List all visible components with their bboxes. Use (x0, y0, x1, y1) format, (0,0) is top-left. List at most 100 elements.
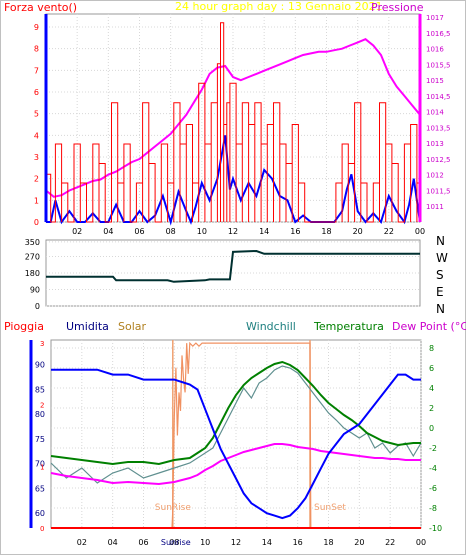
temp-x-tick-label: 20 (354, 538, 364, 547)
windchill-line (50, 365, 422, 484)
wind-tick-label: 8 (34, 45, 39, 54)
temp-x-tick-label: 06 (138, 538, 148, 547)
humidity-tick-label: 85 (35, 385, 45, 394)
wind-x-tick-label: 14 (259, 227, 269, 236)
dewpoint-line (50, 443, 421, 486)
temp-x-tick-label: 02 (77, 538, 87, 547)
wind-tick-label: 7 (34, 66, 39, 75)
humidity-tick-label: 75 (35, 435, 45, 444)
wind-tick-label: 0 (34, 218, 39, 227)
rain-tick-label: 0 (40, 525, 44, 533)
temp-x-tick-label: 22 (385, 538, 395, 547)
humidity-tick-label: 90 (35, 361, 45, 370)
temperature-line (50, 360, 421, 466)
compass-label: S (436, 268, 444, 282)
temp-x-tick-label: 00 (416, 538, 426, 547)
temp-tick-label: -8 (429, 504, 437, 513)
direction-line (46, 249, 420, 283)
temp-x-tick-label: 14 (262, 538, 272, 547)
direction-y-ticks: 350 270 180 90 0 (25, 238, 40, 311)
pressure-tick-label: 1016 (426, 46, 444, 54)
compass-label: N (436, 234, 445, 248)
direction-tick-label: 270 (25, 253, 40, 262)
wind-x-tick-label: 12 (228, 227, 238, 236)
temp-tick-label: -2 (429, 444, 437, 453)
wind-x-tick-label: 16 (290, 227, 300, 236)
humidity-tick-label: 80 (35, 410, 45, 419)
rain-tick-label: 3 (40, 340, 44, 348)
pressure-tick-label: 1013 (426, 140, 444, 148)
wind-series (45, 22, 421, 226)
wind-x-tick-label: 04 (103, 227, 113, 236)
pressure-tick-label: 1014,5 (426, 93, 451, 101)
humidity-tick-label: 65 (35, 484, 45, 493)
wind-tick-label: 2 (34, 175, 39, 184)
temp-x-tick-label: 18 (323, 538, 333, 547)
humidity-tick-label: 60 (35, 509, 45, 518)
wind-x-tick-label: 22 (384, 227, 394, 236)
compass-label: E (436, 285, 444, 299)
direction-tick-label: 90 (30, 286, 40, 295)
wind-x-tick-label: 06 (134, 227, 144, 236)
wind-x-tick-label: 20 (353, 227, 363, 236)
pressure-tick-label: 1015,5 (426, 61, 451, 69)
temp-x-tick-label: 04 (108, 538, 118, 547)
temperature-label: Temperatura (313, 320, 384, 333)
temp-series (50, 341, 422, 529)
direction-series (46, 249, 420, 283)
compass-label: W (436, 251, 448, 265)
rain-label: Pioggia (4, 320, 44, 333)
pressure-tick-label: 1015 (426, 77, 444, 85)
pressure-tick-label: 1012 (426, 172, 444, 180)
solar-line (51, 341, 421, 529)
wind-x-tick-label: 18 (321, 227, 331, 236)
pressure-tick-label: 1012,5 (426, 156, 451, 164)
wind-y-ticks: 0 1 2 3 4 5 6 7 8 9 (34, 23, 39, 227)
wind-x-tick-label: 02 (72, 227, 82, 236)
temp-tick-label: 8 (429, 344, 434, 353)
wind-x-tick-label: 08 (166, 227, 176, 236)
pressure-line (45, 38, 421, 198)
pressure-tick-label: 1011,5 (426, 187, 451, 195)
wind-x-ticks: 02 04 06 08 10 12 14 16 18 20 22 00 (72, 227, 425, 236)
temp-x-tick-label: 10 (200, 538, 210, 547)
pressure-tick-label: 1017 (426, 14, 444, 22)
chart-title: 24 hour graph day : 13 Gennaio 2021 (175, 0, 383, 13)
compass-label: N (436, 302, 445, 316)
solar-label: Solar (118, 320, 147, 333)
wind-x-tick-label: 10 (197, 227, 207, 236)
temp-y-ticks: -10 -8 -6 -4 -2 0 2 4 6 8 (429, 344, 442, 533)
pressure-tick-label: 1016,5 (426, 30, 451, 38)
wind-tick-label: 4 (34, 131, 39, 140)
rain-tick-label: 2 (40, 402, 44, 410)
direction-tick-label: 350 (25, 238, 40, 247)
temp-tick-label: -6 (429, 484, 437, 493)
temp-x-tick-label: 08 (169, 538, 179, 547)
sunset-label: SunSet (314, 503, 346, 513)
temp-tick-label: 2 (429, 404, 434, 413)
windchill-label: Windchill (246, 320, 296, 333)
rain-tick-label: 1 (40, 463, 44, 471)
temp-tick-label: -4 (429, 464, 437, 473)
rain-y-ticks: 0 1 2 3 (40, 340, 44, 533)
temp-x-tick-label: 16 (293, 538, 303, 547)
humidity-label: Umidita (66, 320, 109, 333)
wind-pressure-chart: Forza vento() 24 hour graph day : 13 Gen… (4, 0, 451, 236)
wind-tick-label: 5 (34, 110, 39, 119)
wind-tick-label: 9 (34, 23, 39, 32)
humidity-line (51, 368, 421, 520)
wind-tick-label: 6 (34, 88, 39, 97)
temperature-humidity-chart: Pioggia Umidita Solar Windchill Temperat… (4, 320, 466, 547)
humidity-y-ticks: 60 65 70 75 80 85 90 (35, 361, 45, 518)
temp-x-tick-label: Sunrise (161, 538, 191, 547)
humidity-tick-label: 70 (35, 460, 45, 469)
temp-tick-label: -10 (429, 524, 442, 533)
temp-tick-label: 6 (429, 364, 434, 373)
wind-x-tick-label: 00 (415, 227, 425, 236)
wind-plot-area (45, 13, 421, 223)
pressure-tick-label: 1011 (426, 203, 444, 211)
